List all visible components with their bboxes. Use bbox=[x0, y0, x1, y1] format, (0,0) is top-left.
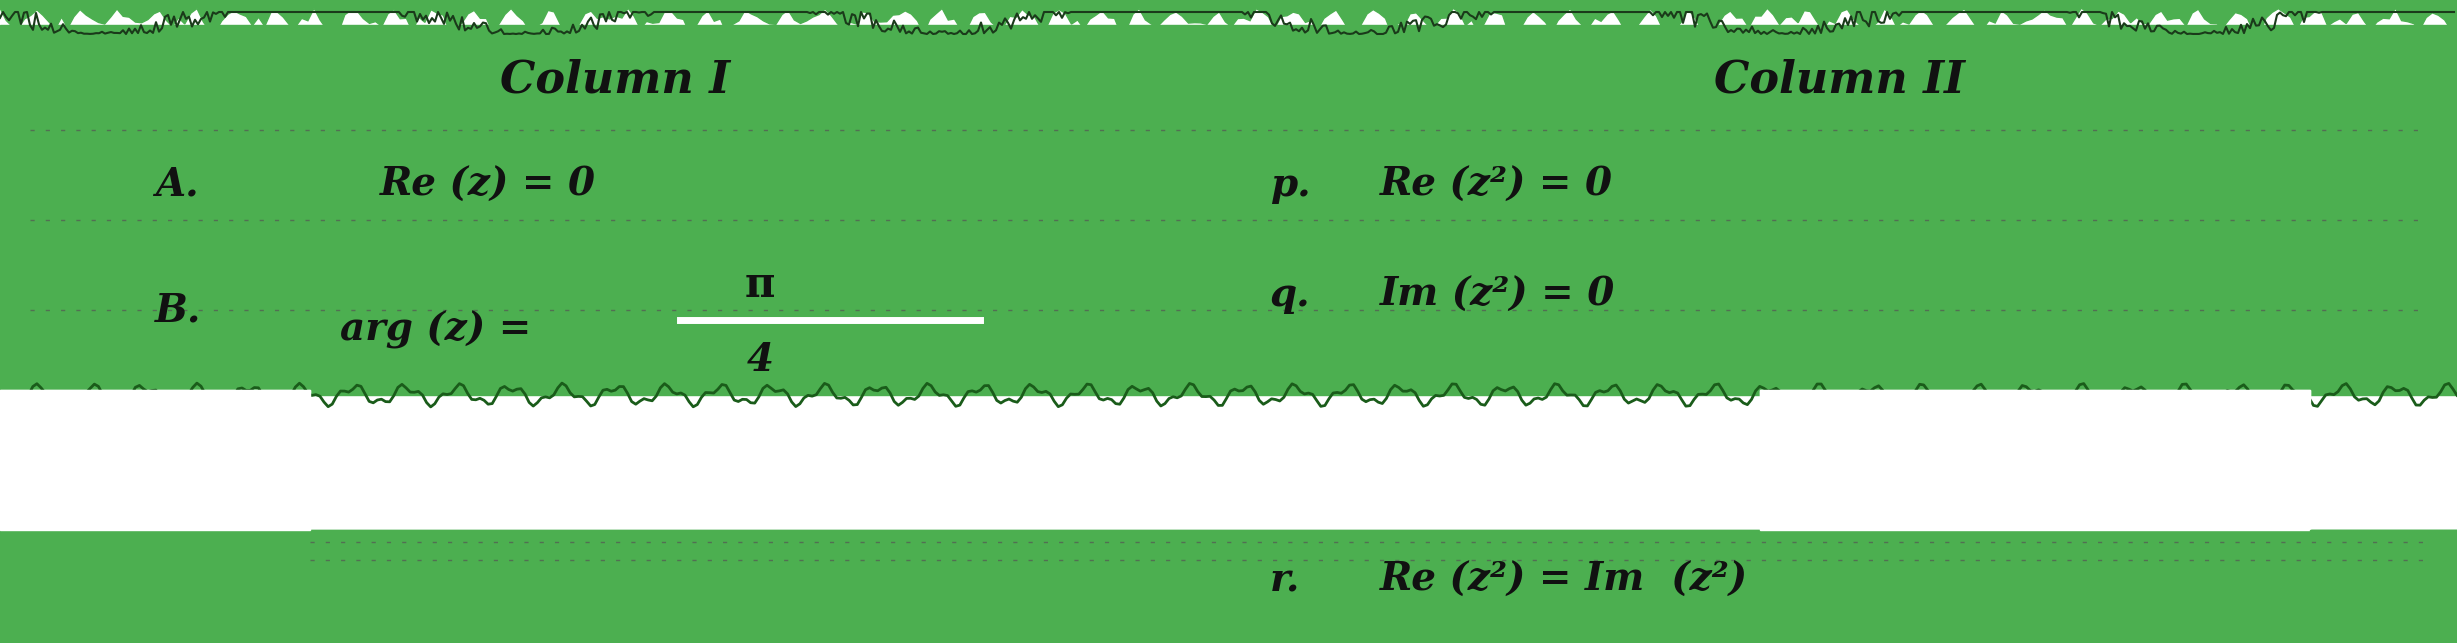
Polygon shape bbox=[0, 390, 310, 535]
Polygon shape bbox=[0, 0, 2457, 34]
Polygon shape bbox=[0, 530, 2457, 643]
Polygon shape bbox=[2310, 530, 2457, 643]
Text: arg (z) =: arg (z) = bbox=[339, 311, 531, 349]
Text: Im (z²) = 0: Im (z²) = 0 bbox=[1381, 276, 1614, 314]
Text: Re (z²) = Im  (z²): Re (z²) = Im (z²) bbox=[1381, 561, 1747, 599]
Polygon shape bbox=[0, 25, 2457, 395]
Text: Column I: Column I bbox=[499, 59, 730, 102]
Polygon shape bbox=[0, 390, 310, 530]
Polygon shape bbox=[0, 530, 2457, 643]
Text: B.: B. bbox=[155, 291, 201, 329]
Text: 4: 4 bbox=[747, 341, 774, 379]
Text: Column II: Column II bbox=[1715, 59, 1966, 102]
Text: A.: A. bbox=[155, 166, 199, 204]
Text: π: π bbox=[744, 264, 776, 306]
Text: Re (z²) = 0: Re (z²) = 0 bbox=[1381, 166, 1612, 204]
Text: r.: r. bbox=[1270, 561, 1300, 599]
Text: Re (z) = 0: Re (z) = 0 bbox=[381, 166, 597, 204]
Text: q.: q. bbox=[1270, 276, 1310, 314]
Text: p.: p. bbox=[1270, 166, 1310, 204]
Polygon shape bbox=[1759, 390, 2310, 530]
Polygon shape bbox=[1759, 390, 2310, 535]
